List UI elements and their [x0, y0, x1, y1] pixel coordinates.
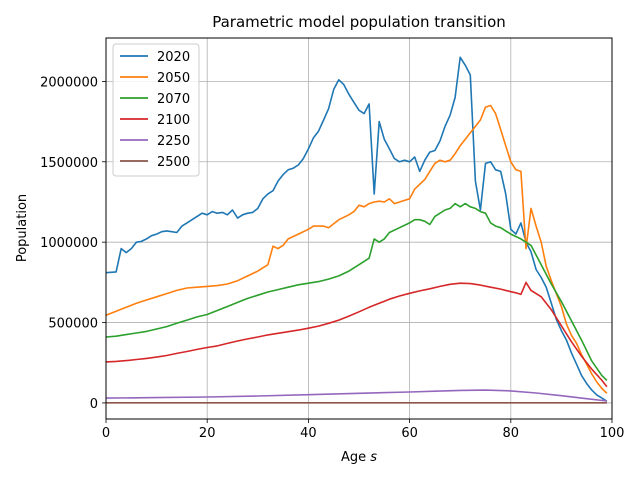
x-tick-label: 20	[199, 426, 216, 441]
chart-title: Parametric model population transition	[212, 13, 506, 31]
y-tick-label: 0	[90, 397, 98, 412]
series-line-2100	[105, 281, 608, 388]
y-tick-label: 2000000	[40, 75, 98, 90]
y-tick-label: 1500000	[40, 156, 98, 171]
series-line-2070	[105, 202, 608, 381]
x-tick-label: 100	[600, 426, 625, 441]
y-axis-ticks: 0 500000 1000000 1500000 2000000	[40, 75, 106, 412]
legend-label: 2020	[157, 50, 190, 65]
x-axis-label-text: Age	[341, 450, 370, 465]
x-axis-ticks: 0 20 40 60 80 100	[102, 419, 625, 441]
plot-frame	[105, 37, 613, 420]
series-line-2020	[105, 56, 608, 402]
x-axis-label-symbol: s	[370, 450, 377, 465]
series-line-2050	[105, 104, 608, 394]
legend-label: 2500	[157, 155, 190, 170]
series-lines	[105, 56, 608, 404]
y-tick-label: 1000000	[40, 236, 98, 251]
legend-label: 2250	[157, 134, 190, 149]
x-tick-label: 60	[401, 426, 418, 441]
x-tick-label: 80	[503, 426, 520, 441]
x-tick-label: 0	[102, 426, 110, 441]
x-axis-label: Age s	[341, 450, 377, 465]
series-line-2250	[105, 389, 607, 402]
legend-label: 2100	[157, 113, 190, 128]
legend: 2020 2050 2070 2100 2250 2500	[112, 43, 200, 177]
y-tick-label: 500000	[48, 317, 98, 332]
y-axis-label: Population	[15, 194, 30, 262]
x-tick-label: 40	[300, 426, 317, 441]
legend-label: 2070	[157, 92, 190, 107]
legend-label: 2050	[157, 71, 190, 86]
